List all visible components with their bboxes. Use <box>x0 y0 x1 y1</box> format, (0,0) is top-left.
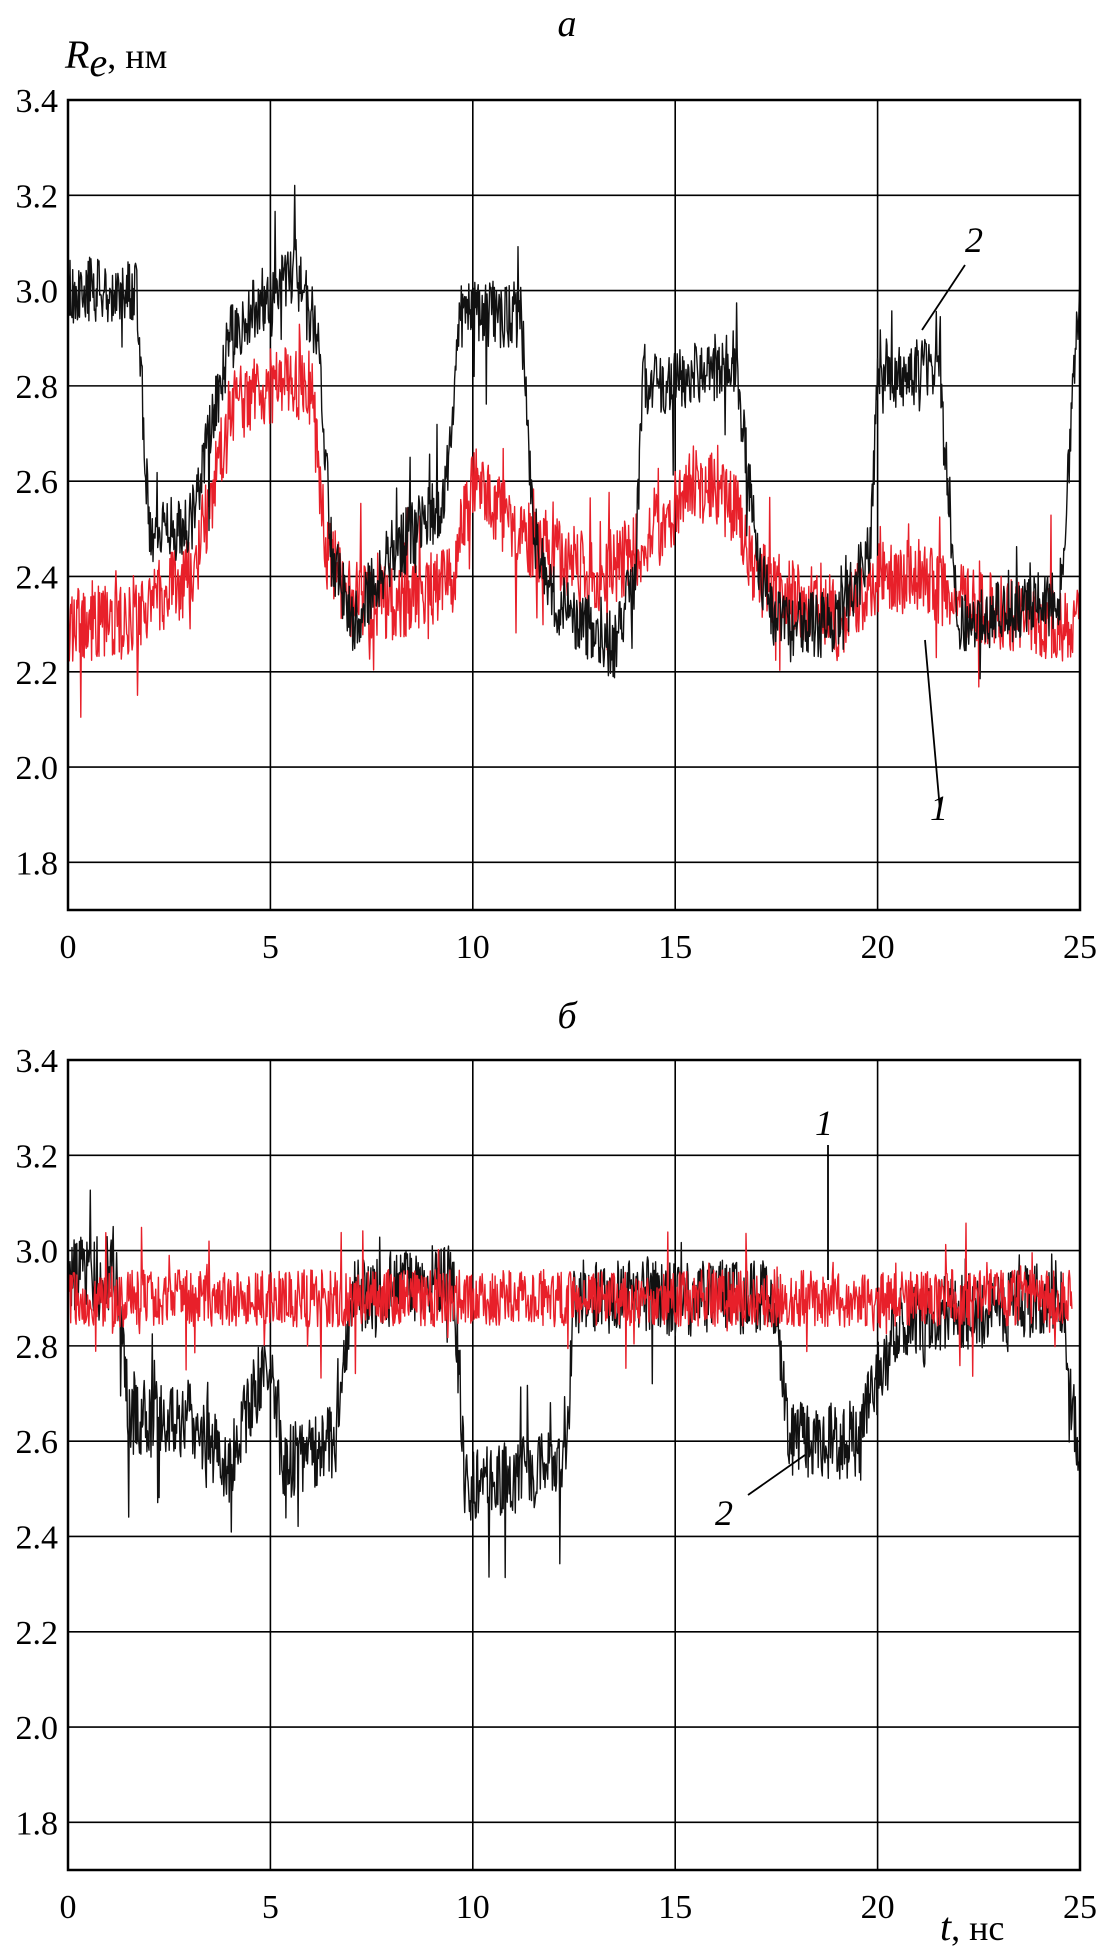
y-tick-label: 2.4 <box>16 559 59 596</box>
series-group-b <box>67 1189 1081 1579</box>
x-tick-label: 10 <box>456 929 490 966</box>
x-axis-symbol: t <box>940 1904 952 1949</box>
y-tick-label: 2.8 <box>16 369 59 406</box>
x-tick-label: 5 <box>262 1889 279 1926</box>
y-tick-label: 3.0 <box>16 274 59 311</box>
y-tick-label: 3.4 <box>16 83 59 120</box>
curve-label-b-1: 1 <box>815 1103 833 1143</box>
plot-frame-b <box>66 1058 1082 1872</box>
x-tick-label: 15 <box>658 929 692 966</box>
series-line-2 <box>67 184 1081 680</box>
x-tick-label: 25 <box>1063 1889 1097 1926</box>
curve-annotation-b-1: 1 <box>815 1103 833 1280</box>
y-axis-symbol: R <box>64 32 89 77</box>
panel-label-b: б <box>557 995 578 1037</box>
y-tick-label: 2.2 <box>16 655 59 692</box>
y-tick-label: 3.0 <box>16 1234 59 1271</box>
y-tick-label: 2.6 <box>16 464 59 501</box>
series-line-1 <box>67 1222 1073 1379</box>
y-tick-label: 2.6 <box>16 1424 59 1461</box>
curve-annotation-a-1: 1 <box>924 639 948 828</box>
y-tick-label: 2.4 <box>16 1519 59 1556</box>
y-tick-label: 2.8 <box>16 1329 59 1366</box>
tick-labels-a: 1.8 2.0 2.2 2.4 2.6 2.8 3.0 3.2 3.4 0 5 10 15 20 25 <box>16 83 1098 966</box>
y-tick-label: 1.8 <box>16 1805 59 1842</box>
x-tick-label: 20 <box>861 929 895 966</box>
plot-frame-a <box>66 98 1082 912</box>
curve-label-b-2: 2 <box>715 1493 733 1533</box>
y-tick-label: 3.2 <box>16 178 59 215</box>
y-tick-label: 2.0 <box>16 1710 59 1747</box>
series-group-a <box>67 184 1081 718</box>
x-tick-label: 5 <box>262 929 279 966</box>
y-tick-label: 3.4 <box>16 1043 59 1080</box>
y-tick-label: 2.0 <box>16 750 59 787</box>
y-tick-label: 3.2 <box>16 1138 59 1175</box>
x-tick-label: 15 <box>658 1889 692 1926</box>
curve-label-a-1: 1 <box>930 788 948 828</box>
y-axis-unit: , нм <box>107 36 167 76</box>
x-axis-unit: , нс <box>951 1908 1004 1948</box>
panel-b: б 1.82.02.22.42.62.83.03.23.40 5 10 15 20 25 … <box>16 995 1098 1949</box>
y-axis-label: Re, нм <box>64 32 167 85</box>
x-tick-label: 20 <box>861 1889 895 1926</box>
x-tick-label: 25 <box>1063 929 1097 966</box>
curve-label-a-2: 2 <box>965 220 983 260</box>
x-axis-label: t, нс <box>940 1904 1004 1949</box>
series-line-1 <box>67 323 1081 718</box>
panel-a: a Re, нм 1.8 2.0 2.2 2.4 2.6 2.8 3.0 3.2 3.4 0 5 10… <box>16 3 1098 966</box>
y-tick-label: 1.8 <box>16 845 59 882</box>
curve-annotation-a-2: 2 <box>921 220 983 331</box>
y-tick-label: 2.2 <box>16 1615 59 1652</box>
curve-annotation-b-2: 2 <box>715 1454 806 1533</box>
x-tick-label: 10 <box>456 1889 490 1926</box>
x-tick-label: 0 <box>60 1889 77 1926</box>
tick-labels-b: 1.8 2.0 2.2 2.4 2.6 2.8 3.0 3.2 3.4 0 5 10 15 20 25 <box>16 1043 1098 1926</box>
panel-label-a: a <box>558 3 577 45</box>
y-axis-subscript: e <box>89 40 107 85</box>
x-tick-label: 0 <box>60 929 77 966</box>
